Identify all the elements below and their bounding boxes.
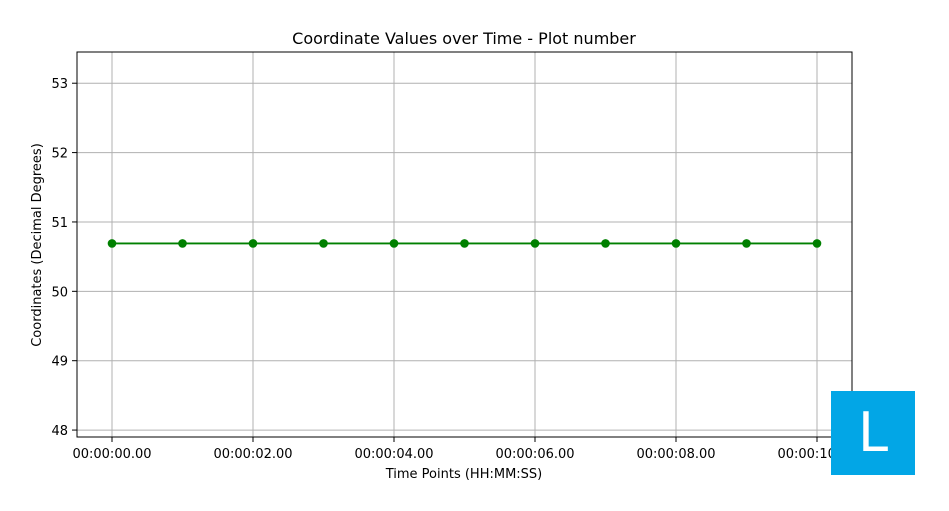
- logo-badge: L: [831, 391, 915, 475]
- data-point: [530, 239, 540, 248]
- data-point: [319, 239, 328, 248]
- y-tick-label: 52: [51, 147, 68, 162]
- x-tick-label: 00:00:00.00: [72, 447, 151, 462]
- x-tick-label: 00:00:06.00: [495, 447, 574, 462]
- x-axis-label: Time Points (HH:MM:SS): [385, 467, 543, 482]
- plot-frame: [76, 51, 853, 438]
- data-point: [812, 239, 822, 248]
- x-axis: 00:00:00.00 00:00:02.00 00:00:04.00 00:00:0…: [72, 437, 857, 462]
- y-tick-label: 53: [51, 77, 68, 92]
- grid-lines: [77, 52, 852, 437]
- x-tick-label: 00:00:02.00: [213, 447, 292, 462]
- data-point: [601, 239, 610, 248]
- data-point: [742, 239, 751, 248]
- data-point: [389, 239, 399, 248]
- y-axis-label: Coordinates (Decimal Degrees): [30, 143, 45, 347]
- y-tick-label: 51: [51, 216, 68, 231]
- y-tick-label: 48: [51, 424, 68, 439]
- data-point: [671, 239, 681, 248]
- plot-area: [107, 239, 822, 248]
- x-tick-label: 00:00:08.00: [636, 447, 715, 462]
- logo-badge-letter: L: [857, 401, 889, 464]
- data-point: [178, 239, 187, 248]
- y-tick-label: 50: [51, 285, 68, 300]
- data-point: [107, 239, 117, 248]
- x-tick-label: 00:00:04.00: [354, 447, 433, 462]
- data-point: [248, 239, 258, 248]
- data-point: [460, 239, 469, 248]
- y-tick-label: 49: [51, 355, 68, 370]
- chart-title: Coordinate Values over Time - Plot numbe…: [292, 29, 636, 48]
- y-axis: 48 49 50 51 52 53: [51, 77, 77, 439]
